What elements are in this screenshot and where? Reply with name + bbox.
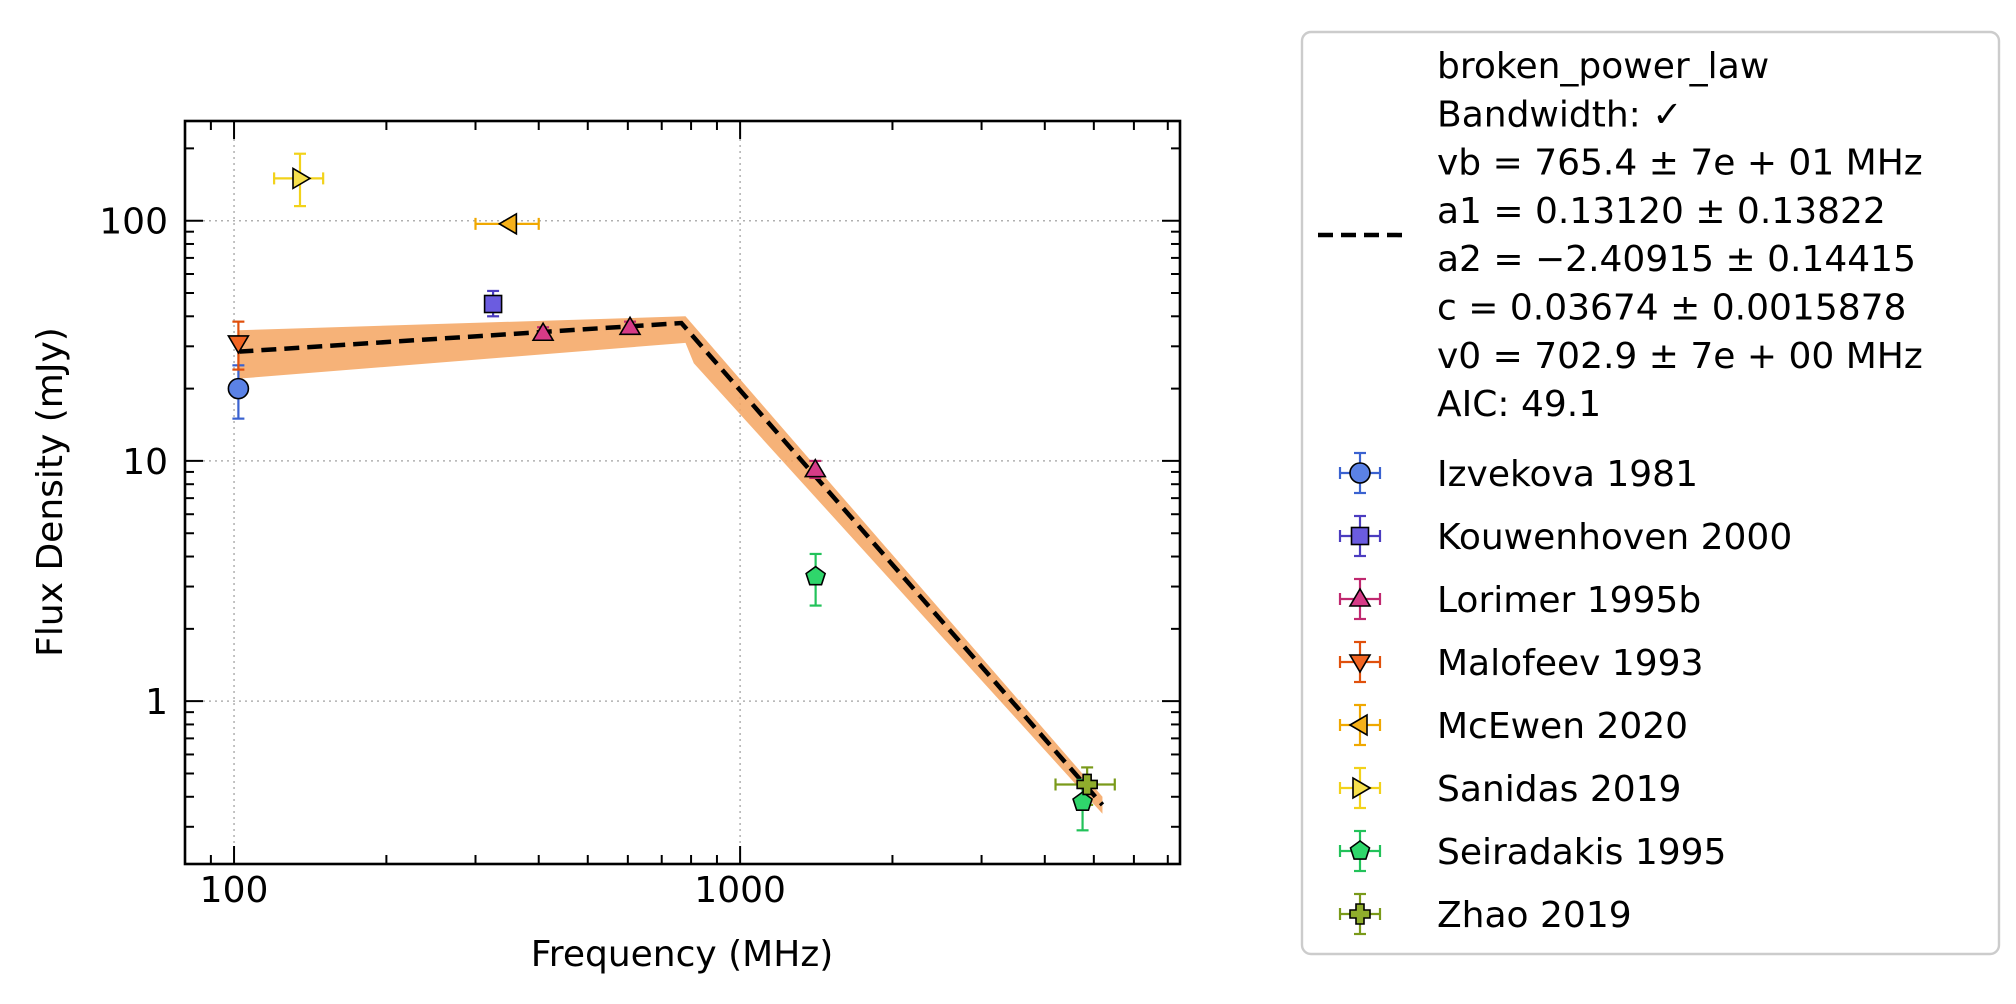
legend-entry: Sanidas 2019 bbox=[1338, 766, 1681, 810]
fit-line bbox=[238, 320, 1105, 807]
legend: broken_power_law Bandwidth: ✓ vb = 765.4 ±… bbox=[1300, 30, 2001, 956]
legend-series-label: Seiradakis 1995 bbox=[1437, 832, 1726, 873]
x-axis-label: Frequency (MHz) bbox=[531, 934, 834, 975]
legend-marker-plus bbox=[1349, 903, 1371, 925]
legend-entry: Kouwenhoven 2000 bbox=[1338, 514, 1792, 558]
legend-fit-line: v0 = 702.9 ± 7e + 00 MHz bbox=[1437, 336, 1923, 377]
legend-marker-triangle-up bbox=[1348, 587, 1372, 607]
data-point-pentagon bbox=[1072, 791, 1094, 812]
legend-entry: Izvekova 1981 bbox=[1338, 451, 1698, 495]
legend-series-entries: Izvekova 1981 Kouwenhoven 2000 Lorimer 199… bbox=[1338, 451, 1792, 936]
legend-frame bbox=[1300, 30, 2001, 956]
legend-fit-entry: broken_power_law Bandwidth: ✓ vb = 765.4 ±… bbox=[1318, 46, 1923, 425]
legend-fit-line: broken_power_law bbox=[1437, 46, 1769, 87]
legend-marker-pentagon bbox=[1349, 840, 1371, 860]
y-axis-label: Flux Density (mJy) bbox=[30, 327, 71, 657]
fit-uncertainty-band-area bbox=[238, 316, 1103, 814]
legend-entry: Zhao 2019 bbox=[1338, 892, 1632, 936]
legend-entry: Seiradakis 1995 bbox=[1338, 829, 1726, 873]
legend-series-label: Zhao 2019 bbox=[1437, 895, 1632, 936]
legend-marker-triangle-left bbox=[1348, 713, 1368, 737]
legend-marker-triangle-right bbox=[1352, 776, 1372, 800]
legend-series-label: McEwen 2020 bbox=[1437, 706, 1688, 747]
data-point-triangle-down bbox=[226, 335, 250, 355]
fit-uncertainty-band bbox=[238, 316, 1103, 814]
plot-frame bbox=[183, 119, 1182, 866]
legend-fit-line: a1 = 0.13120 ± 0.13822 bbox=[1437, 191, 1886, 232]
legend-series-label: Izvekova 1981 bbox=[1437, 454, 1698, 495]
data-markers bbox=[226, 166, 1098, 812]
y-tick-label: 1 bbox=[145, 682, 168, 723]
data-point-square bbox=[483, 294, 503, 314]
data-point-triangle-left bbox=[497, 212, 518, 236]
legend-fit-line: Bandwidth: ✓ bbox=[1437, 94, 1682, 135]
x-tick-label: 100 bbox=[200, 870, 269, 911]
legend-entry: Malofeev 1993 bbox=[1338, 640, 1703, 684]
x-tick-label: 1000 bbox=[694, 870, 786, 911]
legend-series-label: Malofeev 1993 bbox=[1437, 643, 1703, 684]
legend-series-label: Sanidas 2019 bbox=[1437, 769, 1681, 810]
legend-fit-line: AIC: 49.1 bbox=[1437, 384, 1601, 425]
data-point-triangle-up bbox=[618, 315, 642, 336]
data-point-circle bbox=[227, 377, 250, 400]
legend-marker-triangle-down bbox=[1348, 654, 1372, 674]
grid-lines bbox=[185, 121, 1180, 864]
data-point-triangle-up bbox=[803, 458, 827, 478]
legend-fit-line: c = 0.03674 ± 0.0015878 bbox=[1437, 288, 1906, 329]
legend-series-label: Lorimer 1995b bbox=[1437, 580, 1701, 621]
legend-marker-circle bbox=[1349, 462, 1371, 484]
error-bars bbox=[232, 152, 1116, 832]
legend-entry: Lorimer 1995b bbox=[1338, 577, 1701, 621]
legend-fit-line: a2 = −2.40915 ± 0.14415 bbox=[1437, 239, 1916, 280]
legend-series-label: Kouwenhoven 2000 bbox=[1437, 517, 1792, 558]
axis-ticks: 100 1000 1 10 100 bbox=[99, 121, 1180, 911]
y-tick-label: 10 bbox=[122, 442, 168, 483]
legend-entry: McEwen 2020 bbox=[1338, 703, 1688, 747]
data-point-triangle-right bbox=[292, 166, 312, 190]
data-point-triangle-up bbox=[531, 321, 555, 342]
y-tick-label: 100 bbox=[99, 202, 168, 243]
data-point-pentagon bbox=[805, 565, 827, 586]
legend-fit-line: vb = 765.4 ± 7e + 01 MHz bbox=[1437, 143, 1923, 184]
fit-line-layer bbox=[238, 320, 1105, 807]
data-point-plus bbox=[1076, 773, 1098, 796]
legend-marker-square bbox=[1350, 526, 1370, 546]
